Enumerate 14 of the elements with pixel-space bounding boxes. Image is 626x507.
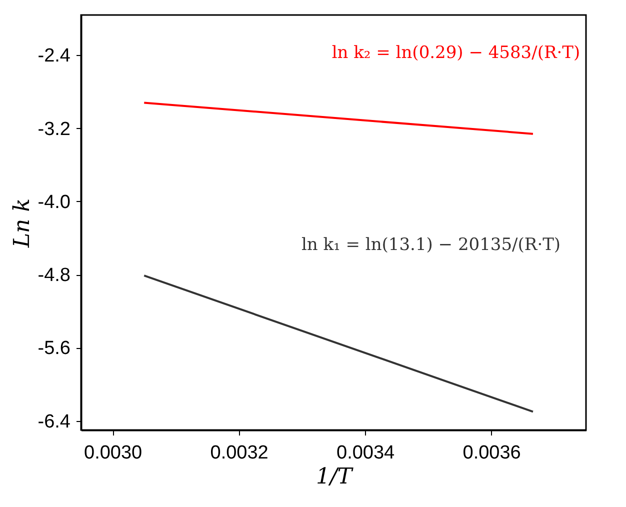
y-tick-label: -3.2 [38, 118, 70, 140]
x-tick-label: 0.0030 [84, 442, 142, 464]
y-axis-title: Ln k [10, 198, 35, 249]
y-tick-label: -2.4 [38, 46, 71, 67]
y-tick-label: -4.0 [38, 192, 70, 213]
y-tick-label: -5.6 [38, 338, 70, 360]
x-axis-title: 1/T [316, 464, 354, 490]
annotation: ln k₁ = ln(13.1) − 20135/(R·T) [301, 235, 561, 255]
x-tick-label: 0.0034 [336, 442, 396, 464]
annotation: ln k₂ = ln(0.29) − 4583/(R·T) [332, 43, 580, 63]
y-tick-label: -4.8 [38, 265, 70, 286]
x-tick-label: 0.0032 [210, 442, 268, 464]
x-tick-label: 0.0036 [462, 442, 521, 464]
y-tick-label: -6.4 [38, 411, 71, 432]
